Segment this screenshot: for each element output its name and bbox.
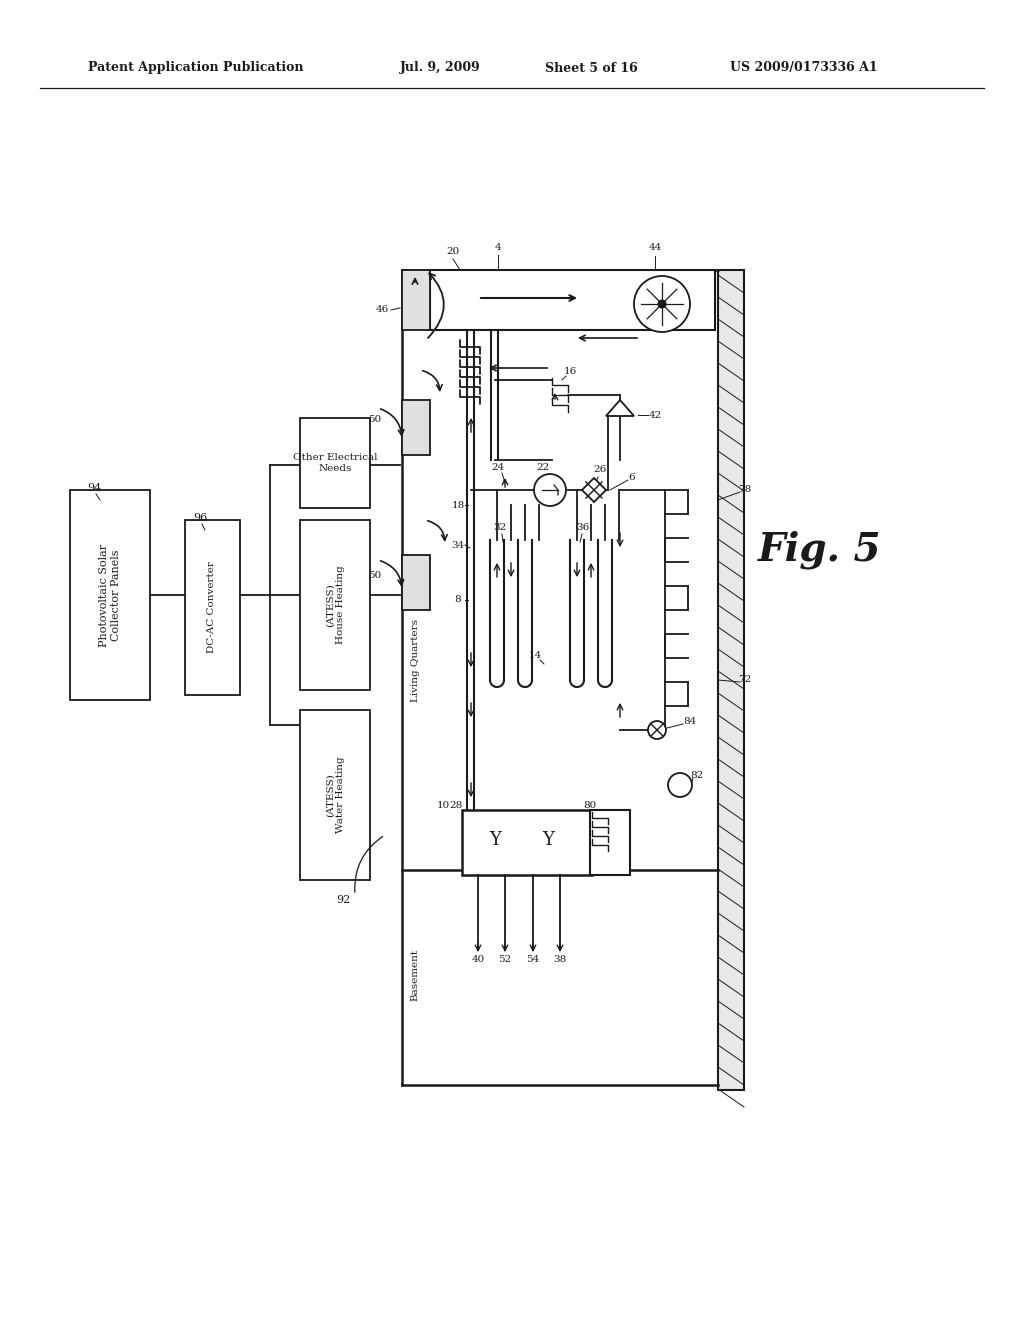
Text: Jul. 9, 2009: Jul. 9, 2009 bbox=[400, 62, 480, 74]
Circle shape bbox=[668, 774, 692, 797]
Text: 34: 34 bbox=[452, 540, 465, 549]
Text: 38: 38 bbox=[553, 956, 566, 965]
Circle shape bbox=[648, 721, 666, 739]
Text: 28: 28 bbox=[450, 800, 463, 809]
Text: 46: 46 bbox=[376, 305, 389, 314]
Text: 6: 6 bbox=[629, 474, 635, 483]
Circle shape bbox=[634, 276, 690, 333]
Text: Sheet 5 of 16: Sheet 5 of 16 bbox=[545, 62, 638, 74]
Text: Basement: Basement bbox=[411, 949, 420, 1001]
Text: 40: 40 bbox=[471, 956, 484, 965]
Bar bbox=[300, 710, 370, 880]
Text: 36: 36 bbox=[577, 524, 590, 532]
Text: Photovoltaic Solar
Collector Panels: Photovoltaic Solar Collector Panels bbox=[99, 544, 121, 647]
Text: 18: 18 bbox=[452, 500, 465, 510]
Bar bbox=[300, 520, 370, 690]
Polygon shape bbox=[606, 400, 634, 416]
Text: Living Quarters: Living Quarters bbox=[411, 619, 420, 701]
Text: 32: 32 bbox=[494, 524, 507, 532]
Bar bbox=[70, 490, 150, 700]
Text: 84: 84 bbox=[683, 718, 696, 726]
Text: Other Electrical
Needs: Other Electrical Needs bbox=[293, 453, 377, 473]
Text: 24: 24 bbox=[492, 463, 505, 473]
Bar bbox=[590, 810, 630, 875]
Bar bbox=[402, 400, 430, 455]
Text: 10: 10 bbox=[436, 800, 450, 809]
Polygon shape bbox=[582, 478, 606, 502]
Text: DC-AC Converter: DC-AC Converter bbox=[208, 561, 216, 653]
Text: 16: 16 bbox=[563, 367, 577, 376]
Text: 4: 4 bbox=[495, 243, 502, 252]
Text: 42: 42 bbox=[648, 411, 662, 420]
Text: 80: 80 bbox=[584, 800, 597, 809]
Text: Y: Y bbox=[542, 832, 554, 849]
Bar bbox=[402, 271, 430, 330]
Text: 20: 20 bbox=[446, 248, 460, 256]
Text: 22: 22 bbox=[537, 463, 550, 473]
Text: Fig. 5: Fig. 5 bbox=[758, 531, 882, 569]
Text: 94: 94 bbox=[87, 483, 101, 492]
Text: 50: 50 bbox=[369, 570, 382, 579]
Text: 72: 72 bbox=[738, 676, 752, 685]
Text: (ATESS)
House Heating: (ATESS) House Heating bbox=[326, 566, 345, 644]
Text: US 2009/0173336 A1: US 2009/0173336 A1 bbox=[730, 62, 878, 74]
Bar bbox=[185, 520, 240, 696]
Text: Y: Y bbox=[489, 832, 501, 849]
Bar bbox=[430, 271, 715, 330]
Circle shape bbox=[534, 474, 566, 506]
Text: 44: 44 bbox=[648, 243, 662, 252]
Circle shape bbox=[658, 300, 666, 308]
Text: 96: 96 bbox=[193, 513, 207, 523]
Text: 54: 54 bbox=[526, 956, 540, 965]
Text: 26: 26 bbox=[593, 466, 606, 474]
Text: 92: 92 bbox=[336, 895, 350, 906]
Text: 78: 78 bbox=[738, 486, 752, 495]
Text: 52: 52 bbox=[499, 956, 512, 965]
Bar bbox=[462, 810, 592, 875]
Text: 14: 14 bbox=[528, 651, 542, 660]
Bar bbox=[300, 418, 370, 508]
Text: 50: 50 bbox=[369, 416, 382, 425]
Text: (ATESS)
Water Heating: (ATESS) Water Heating bbox=[326, 756, 345, 833]
Bar bbox=[718, 271, 744, 1090]
Text: 8: 8 bbox=[455, 595, 462, 605]
Bar bbox=[402, 554, 430, 610]
Text: Patent Application Publication: Patent Application Publication bbox=[88, 62, 303, 74]
Text: 82: 82 bbox=[690, 771, 703, 780]
